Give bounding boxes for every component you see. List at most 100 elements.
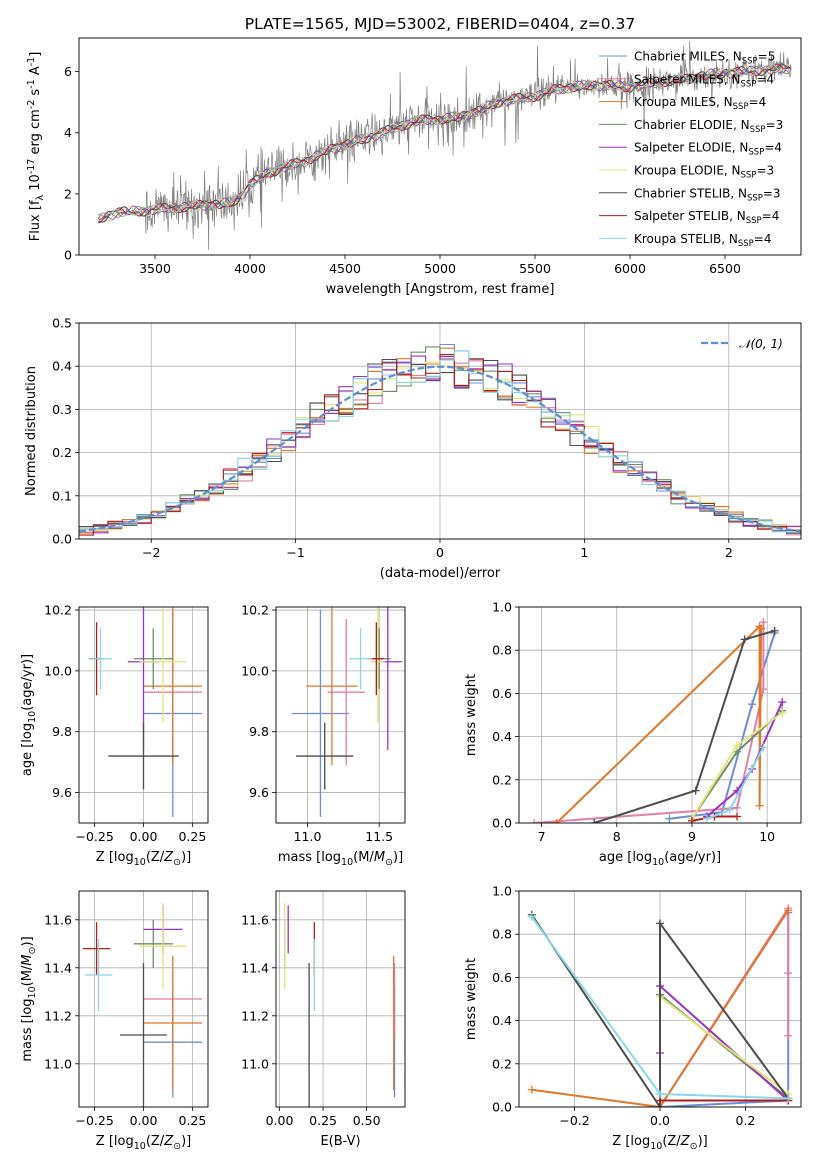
weight-marker: [740, 635, 749, 644]
label-part: (data-model)/error: [380, 566, 501, 581]
label-part: mass weight: [464, 674, 479, 756]
label-part: log: [114, 1134, 134, 1149]
weight-marker: [733, 741, 742, 750]
y-tick-label: 4: [64, 125, 72, 140]
axis-label: age [log10(age/yr)]: [599, 850, 721, 868]
legend-residual: 𝒩(0, 1): [701, 337, 783, 351]
axes-residuals: −2 −1 0 1 2 0.0 0.1 0.2 0.3 0.4 0.5 (data-model)/er…: [24, 316, 802, 581]
weight-marker: [691, 786, 700, 795]
weight-marker: [656, 919, 664, 928]
axes-frame: [275, 606, 406, 824]
label-part: (Z/: [662, 1134, 681, 1149]
legend-sub: SSP: [747, 193, 763, 203]
label-part: ⊙: [173, 1141, 181, 1152]
grid-lines: [276, 891, 405, 1107]
error-bar-point: [143, 607, 203, 766]
x-tick-label: 9: [688, 829, 696, 844]
legend-tail: =4: [764, 141, 782, 155]
legend-entry: Kroupa MILES, NSSP=4: [634, 95, 766, 112]
label-part: A: [28, 66, 43, 79]
axes-frame: [78, 890, 209, 1108]
axes-age-vs-mass: 11.0 11.5 9.6 9.8 10.0 10.2 mass [log10(M/M⊙)]: [241, 603, 406, 868]
histogram-step: [79, 350, 801, 533]
ticks: 11.0 11.5 9.6 9.8 10.0 10.2: [241, 603, 393, 844]
x-tick-label: −2: [142, 545, 160, 560]
label-part: (Z/: [146, 850, 165, 865]
y-tick-label: 0.4: [52, 359, 72, 374]
legend-tail: =3: [763, 186, 781, 200]
axis-label: mass [log10(M/M⊙)]: [278, 850, 403, 868]
ticks: 3500 4000 4500 5000 5500 6000 6500 0 2 4 6: [64, 64, 741, 276]
legend-main: Salpeter MILES, N: [634, 72, 741, 86]
x-tick-label: −0.25: [75, 829, 113, 844]
weight-marker: [703, 814, 711, 823]
legend-sub: SSP: [748, 148, 764, 158]
y-tick-label: 0.1: [52, 488, 72, 503]
x-tick-label: −1: [286, 545, 304, 560]
legend-sub: SSP: [750, 125, 766, 135]
label-part: Z: [680, 1134, 691, 1149]
legend-entry: Chabrier ELODIE, NSSP=3: [634, 118, 783, 135]
label-part: Z: [163, 1134, 174, 1149]
label-part: (Z/: [146, 1134, 165, 1149]
error-bar-point: [108, 722, 179, 790]
x-tick-label: 0.00: [130, 829, 158, 844]
weight-line: [533, 622, 765, 823]
axis-label: Flux [fλ 10-17 erg cm-2 s-1 A-1]: [26, 52, 46, 242]
y-tick-label: 10.2: [44, 603, 72, 618]
x-tick-label: 11.0: [294, 829, 322, 844]
error-bar-point: [139, 903, 187, 990]
weight-marker: [527, 1085, 536, 1094]
y-tick-label: 10.0: [241, 663, 269, 678]
axes-weight-vs-Z: −0.2 0.0 0.2 0.0 0.2 0.4 0.6 0.8 1.0 Z [log10(Z/Z…: [464, 884, 802, 1152]
label-part: )]: [181, 850, 191, 865]
label-part: Z [: [612, 1134, 630, 1149]
y-tick-label: 1.0: [492, 884, 512, 899]
label-part: 10: [28, 174, 43, 195]
y-tick-label: 0.4: [492, 1013, 512, 1028]
weight-marker: [759, 743, 768, 752]
y-tick-label: 0.6: [492, 970, 512, 985]
label-part: mass [: [278, 850, 321, 865]
plot-area: [527, 904, 793, 1107]
label-part: (age/yr)]: [664, 850, 721, 865]
label-part: log: [632, 850, 652, 865]
spectrum-model-line: [98, 63, 792, 224]
weight-line: [691, 711, 783, 820]
legend-main: Salpeter ELODIE, N: [634, 141, 748, 155]
weight-line: [691, 709, 783, 820]
axis-label: age [log10(age/yr)]: [20, 654, 38, 776]
x-tick-label: 0: [436, 545, 444, 560]
y-tick-label: 11.2: [241, 1008, 269, 1023]
weight-marker: [725, 806, 734, 815]
label-part: log: [630, 1134, 650, 1149]
y-tick-label: 0.2: [492, 1056, 512, 1071]
y-tick-label: 6: [64, 64, 72, 79]
label-part: ⊙: [690, 1141, 698, 1152]
y-tick-label: 9.8: [52, 724, 72, 739]
x-tick-label: 8: [613, 829, 621, 844]
ticks: −0.25 0.00 0.25 11.0 11.2 11.4 11.6: [44, 912, 206, 1128]
axis-label: mass [log10(M/M⊙)]: [20, 936, 38, 1061]
x-tick-label: 2: [725, 545, 733, 560]
label-part: wavelength [Angstrom, rest frame]: [326, 282, 555, 297]
y-tick-label: 0.6: [492, 686, 512, 701]
weight-marker: [784, 906, 793, 915]
weight-marker: [733, 812, 742, 821]
error-bar-point: [133, 919, 173, 968]
spectrum-model-line: [97, 64, 792, 219]
y-tick-label: 11.4: [44, 960, 72, 975]
label-part: Flux [: [28, 205, 43, 241]
error-bar-point: [349, 628, 373, 690]
y-tick-label: 0.3: [52, 402, 72, 417]
weight-marker: [530, 819, 539, 823]
axis-label: mass weight: [464, 958, 479, 1040]
legend-entry: Kroupa ELODIE, NSSP=3: [634, 164, 774, 181]
legend-sub: SSP: [746, 216, 762, 226]
ticks: 7 8 9 10 0.0 0.2 0.4 0.6 0.8 1.0: [492, 600, 775, 845]
axis-label: E(B-V): [320, 1134, 360, 1149]
axes-frame: [275, 890, 406, 1108]
